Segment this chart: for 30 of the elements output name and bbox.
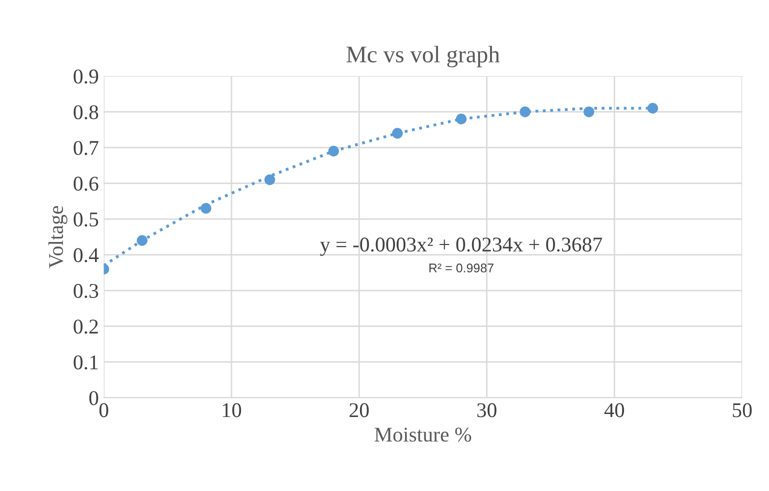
y-tick-label: 0: [89, 391, 98, 406]
x-tick-label: 20: [350, 403, 369, 418]
x-tick-label: 10: [222, 403, 242, 418]
x-tick-label: 0: [99, 403, 108, 418]
x-axis-title: Moisture %: [374, 428, 472, 442]
y-tick-label: 0.7: [74, 140, 98, 156]
y-tick-label: 0.9: [74, 69, 98, 84]
y-tick-label: 0.6: [74, 176, 98, 191]
x-tick-label: 30: [477, 403, 496, 418]
point: [456, 114, 467, 124]
point: [520, 106, 530, 118]
y-tick-label: 0.3: [74, 284, 98, 298]
y-axis-title: Voltage: [48, 206, 68, 268]
point: [264, 174, 276, 186]
x-tick-label: 50: [732, 403, 752, 418]
point: [647, 102, 658, 114]
point: [200, 202, 212, 214]
x-tick-label: 40: [604, 403, 624, 418]
annotation: R² = 0.9987: [429, 264, 494, 272]
point: [136, 235, 148, 246]
y-tick-label: 0.8: [74, 105, 98, 120]
annotation: y = -0.0003x² + 0.0234x + 0.3687: [320, 238, 602, 256]
y-tick-label: 0.1: [74, 355, 98, 370]
chart-title: Mc vs vol graph: [346, 46, 500, 68]
y-tick-label: 0.4: [74, 248, 99, 262]
y-tick-label: 0.2: [74, 320, 98, 334]
point: [392, 128, 403, 139]
point: [328, 146, 339, 156]
y-tick-label: 0.5: [74, 212, 98, 227]
point: [584, 106, 594, 118]
